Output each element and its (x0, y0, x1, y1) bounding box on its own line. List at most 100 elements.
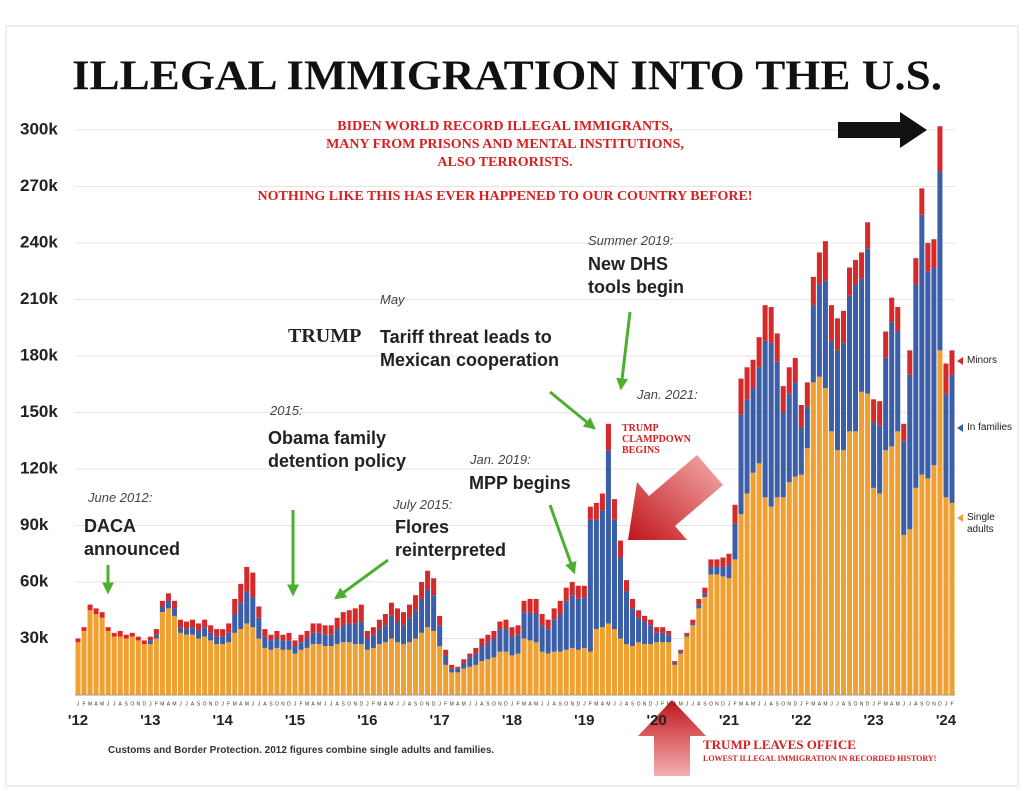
bar-segment (847, 295, 853, 432)
annotation: Flores reinterpreted (395, 517, 507, 560)
bar-segment (895, 331, 901, 432)
bar-segment (382, 625, 388, 643)
bar-segment (274, 638, 280, 648)
bar-segment (521, 638, 527, 695)
annotation: Tariff threat leads to Mexican cooperati… (380, 327, 560, 370)
x-tick-label: A (601, 701, 605, 707)
bar-segment (388, 615, 394, 639)
bar-segment (527, 598, 533, 613)
bar-segment (840, 310, 847, 343)
bar-segment (617, 638, 623, 695)
bar-segment (593, 519, 599, 630)
x-tick-label: F (878, 701, 881, 707)
x-tick-label: D (866, 701, 870, 707)
x-tick-label: M (450, 701, 454, 707)
legend-label: Single adults (967, 512, 995, 535)
bar-segment (310, 632, 316, 645)
x-tick-label: D (576, 701, 580, 707)
bar-segment (828, 340, 834, 432)
x-tick-label: O (637, 701, 641, 707)
bar-segment (605, 450, 611, 624)
bar-segment (135, 636, 141, 641)
bar-segment (183, 621, 190, 630)
bar-segment (605, 423, 611, 451)
y-tick-label: 90k (20, 515, 49, 534)
bar-segment (545, 653, 551, 695)
bar-segment (871, 487, 877, 695)
bar-segment (473, 647, 479, 654)
bar-segment (87, 604, 93, 611)
bar-segment (75, 642, 81, 695)
bar-segment (774, 333, 780, 362)
bar-segment (654, 627, 660, 633)
bar-segment (883, 331, 889, 358)
bar-segment (238, 629, 244, 695)
bar-segment (883, 357, 889, 451)
bar-segment (750, 388, 756, 473)
bar-segment (503, 629, 509, 652)
x-tick-label: J (583, 701, 586, 707)
bar-segment (232, 614, 238, 633)
bar-segment (587, 651, 593, 695)
bar-segment (889, 297, 895, 323)
y-tick-label: 60k (20, 571, 49, 590)
bar-segment (431, 578, 437, 596)
bar-segment (816, 252, 822, 285)
bar-segment (702, 597, 708, 695)
y-tick-label: 30k (20, 628, 49, 647)
x-tick-label: J (149, 701, 152, 707)
bar-segment (533, 598, 539, 615)
bar-segment (437, 625, 443, 647)
bar-segment (274, 647, 280, 695)
year-label: '17 (430, 712, 450, 729)
bar-segment (575, 585, 581, 599)
bar-segment (515, 653, 521, 695)
bar-segment (105, 630, 111, 695)
bar-segment (642, 621, 648, 645)
bar-segment (828, 431, 834, 695)
x-tick-label: J (541, 701, 544, 707)
bar-segment (804, 406, 810, 449)
bar-segment (792, 476, 798, 695)
x-tick-label: M (667, 701, 671, 707)
bar-segment (413, 638, 419, 695)
y-tick-label: 210k (20, 289, 58, 308)
bar-segment (714, 574, 720, 695)
bar-segment (491, 630, 497, 639)
bar-segment (810, 305, 816, 383)
x-tick-label: D (721, 701, 725, 707)
bar-segment (370, 647, 376, 695)
x-tick-label: N (570, 701, 574, 707)
bar-segment (702, 587, 708, 594)
x-tick-label: F (589, 701, 592, 707)
x-tick-label: O (203, 701, 207, 707)
bar-segment (822, 388, 828, 695)
bar-segment (816, 284, 822, 377)
bar-segment (358, 621, 364, 645)
bar-segment (81, 630, 87, 695)
x-tick-label: M (377, 701, 381, 707)
x-tick-label: O (564, 701, 568, 707)
bar-segment (943, 497, 949, 695)
year-label: '20 (647, 712, 667, 729)
bar-segment (425, 570, 431, 590)
bar-segment (400, 644, 407, 695)
bar-segment (497, 651, 503, 695)
bar-segment (883, 450, 889, 695)
bar-segment (630, 598, 636, 609)
bar-segment (521, 612, 527, 639)
annotation: June 2012: (88, 490, 153, 505)
bar-segment (563, 649, 569, 695)
bar-segment (919, 214, 925, 475)
bar-segment (328, 646, 334, 695)
bar-segment (642, 644, 648, 695)
bar-segment (654, 632, 660, 643)
bar-segment (238, 602, 244, 630)
bar-segment (666, 642, 672, 695)
y-tick-label: 300k (20, 119, 58, 138)
bar-segment (382, 614, 388, 626)
bar-segment (678, 653, 684, 695)
bar-segment (654, 642, 660, 695)
bar-segment (165, 600, 171, 609)
